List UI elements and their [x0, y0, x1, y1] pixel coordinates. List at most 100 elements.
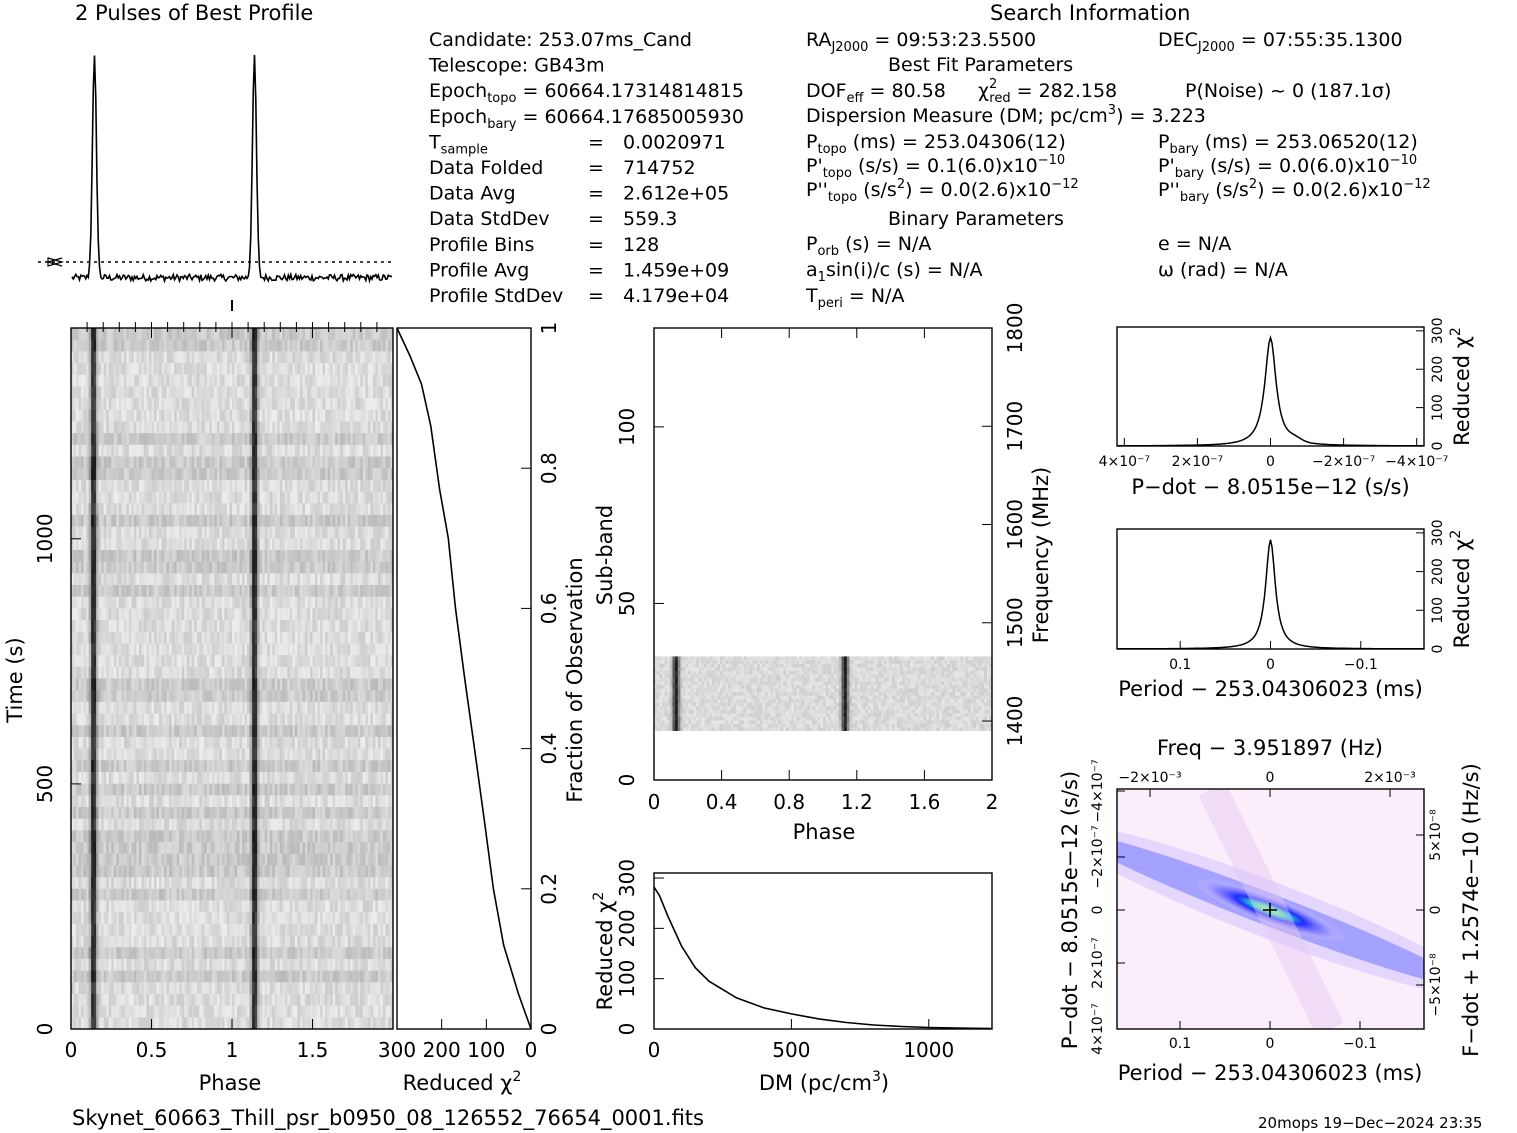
heat-cell [138, 339, 142, 352]
heat-cell [71, 479, 74, 492]
heat-cell [375, 456, 379, 469]
heat-cell [151, 631, 155, 644]
heat-cell [242, 690, 245, 703]
heat-cell [302, 736, 306, 749]
heat-cell [96, 678, 100, 691]
heat-cell [264, 398, 268, 411]
heat-cell [73, 620, 77, 633]
heat-cell [242, 538, 245, 551]
heat-cell [340, 421, 344, 434]
heat-cell [174, 479, 178, 492]
heat-cell [93, 701, 97, 714]
heat-cell [81, 409, 84, 422]
heat-cell [83, 666, 87, 679]
heat-cell [307, 444, 311, 457]
heat-cell [304, 631, 308, 644]
heat-cell [171, 444, 175, 457]
heat-cell [143, 678, 147, 691]
heat-cell [382, 655, 386, 668]
heat-cell [302, 386, 306, 399]
heat-cell [224, 549, 228, 563]
heat-cell [357, 538, 361, 551]
heat-cell [257, 374, 261, 387]
heat-cell [377, 701, 381, 714]
heat-cell [355, 631, 359, 644]
heat-cell [111, 339, 115, 352]
porb-line: Porb (s) = N/A [806, 233, 931, 259]
heat-cell [257, 666, 261, 679]
heat-cell [216, 549, 220, 563]
heat-cell [186, 596, 190, 609]
heat-cell [204, 386, 208, 399]
heat-cell [362, 328, 366, 341]
heat-cell [224, 468, 228, 481]
heat-cell [214, 736, 218, 749]
heat-cell [234, 620, 238, 633]
heat-cell [274, 620, 278, 633]
heat-cell [370, 328, 374, 341]
heat-cell [121, 655, 125, 668]
heat-cell [221, 328, 225, 341]
heat-cell [113, 596, 117, 609]
heat-cell [229, 398, 233, 411]
heat-cell [257, 573, 261, 586]
heat-cell [350, 386, 354, 399]
heat-cell [88, 701, 92, 714]
heat-cell [337, 328, 341, 341]
heat-cell [169, 409, 173, 422]
heat-cell [362, 608, 366, 621]
heat-cell [189, 713, 193, 726]
heat-cell [387, 596, 391, 609]
heat-cell [322, 585, 326, 598]
heat-cell [111, 678, 115, 691]
heat-cell [277, 760, 281, 773]
heat-cell [360, 655, 364, 668]
heat-cell [252, 491, 256, 504]
heat-cell [269, 468, 273, 481]
heat-cell [106, 409, 110, 422]
heat-cell [216, 771, 220, 785]
heat-cell [118, 456, 122, 469]
heat-cell [151, 620, 155, 633]
heat-cell [372, 374, 376, 387]
heat-cell [337, 456, 341, 469]
heat-cell [289, 409, 293, 422]
heat-cell [96, 479, 100, 492]
heat-cell [176, 585, 180, 598]
heat-cell [284, 444, 288, 457]
heat-cell [201, 736, 205, 749]
heat-cell [154, 409, 157, 422]
heat-cell [367, 760, 371, 773]
heat-cell [86, 713, 90, 726]
heat-cell [304, 573, 308, 586]
heat-cell [76, 608, 79, 621]
heat-cell [156, 386, 160, 399]
heat-cell [355, 491, 359, 504]
heat-cell [199, 421, 203, 434]
heat-cell [151, 409, 155, 422]
heat-cell [355, 503, 359, 516]
heat-cell [169, 374, 173, 387]
heat-cell [229, 456, 233, 469]
heat-cell [315, 468, 318, 481]
heat-cell [226, 620, 230, 633]
heat-cell [219, 620, 223, 633]
heat-cell [88, 538, 92, 551]
heat-cell [360, 748, 364, 761]
heat-cell [219, 561, 223, 574]
heat-cell [249, 666, 253, 679]
heat-cell [154, 725, 157, 738]
heat-cell [108, 351, 112, 364]
heat-cell [380, 561, 384, 574]
heat-cell [159, 398, 162, 411]
heat-cell [148, 748, 152, 761]
heat-cell [76, 701, 79, 714]
heat-cell [269, 736, 273, 749]
heat-cell [204, 666, 208, 679]
heat-cell [164, 328, 167, 341]
heat-cell [277, 561, 281, 574]
heat-cell [138, 561, 142, 574]
heat-cell [252, 585, 256, 598]
heat-cell [337, 620, 341, 633]
heat-cell [372, 456, 376, 469]
